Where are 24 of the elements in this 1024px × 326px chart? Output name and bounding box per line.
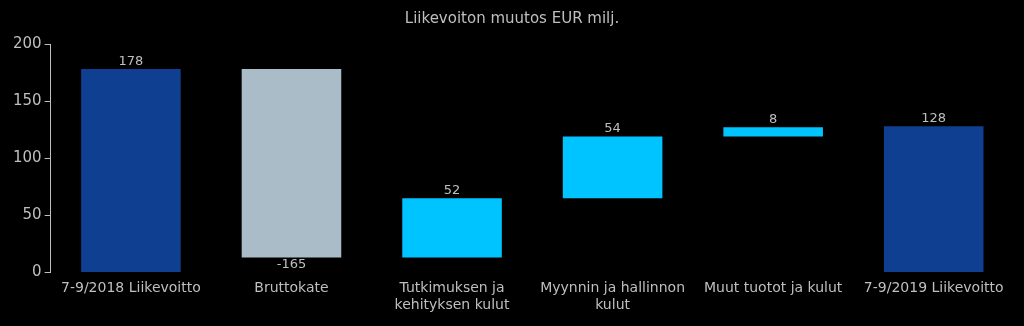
y-tick-label: 50 bbox=[22, 205, 42, 224]
x-tick-label: 7-9/2018 Liikevoitto bbox=[61, 279, 201, 296]
bar bbox=[402, 198, 502, 258]
data-label: 52 bbox=[443, 182, 461, 198]
x-tick-label: 7-9/2019 Liikevoitto bbox=[863, 279, 1004, 296]
chart-title: Liikevoiton muutos EUR milj. bbox=[404, 8, 620, 27]
bar bbox=[562, 136, 663, 199]
bar bbox=[723, 127, 823, 137]
y-tick-label: 200 bbox=[12, 33, 42, 52]
bar bbox=[883, 126, 984, 272]
x-tick-label: Bruttokate bbox=[254, 279, 329, 296]
x-tick-label: Tutkimuksen ja kehityksen kulut bbox=[394, 279, 510, 313]
data-label: 8 bbox=[769, 111, 778, 127]
bar bbox=[81, 69, 181, 272]
y-tick-label: 0 bbox=[32, 262, 42, 281]
data-label: 54 bbox=[604, 120, 621, 136]
data-label: -165 bbox=[276, 256, 307, 272]
data-label: 178 bbox=[118, 53, 144, 68]
y-tick-label: 100 bbox=[12, 148, 42, 167]
x-tick-label: Muut tuotot ja kulut bbox=[703, 279, 843, 296]
data-label: 128 bbox=[921, 110, 947, 126]
y-tick-label: 150 bbox=[12, 90, 42, 109]
x-tick-label: Myynnin ja hallinnon kulut bbox=[540, 279, 686, 313]
bar bbox=[241, 69, 342, 258]
